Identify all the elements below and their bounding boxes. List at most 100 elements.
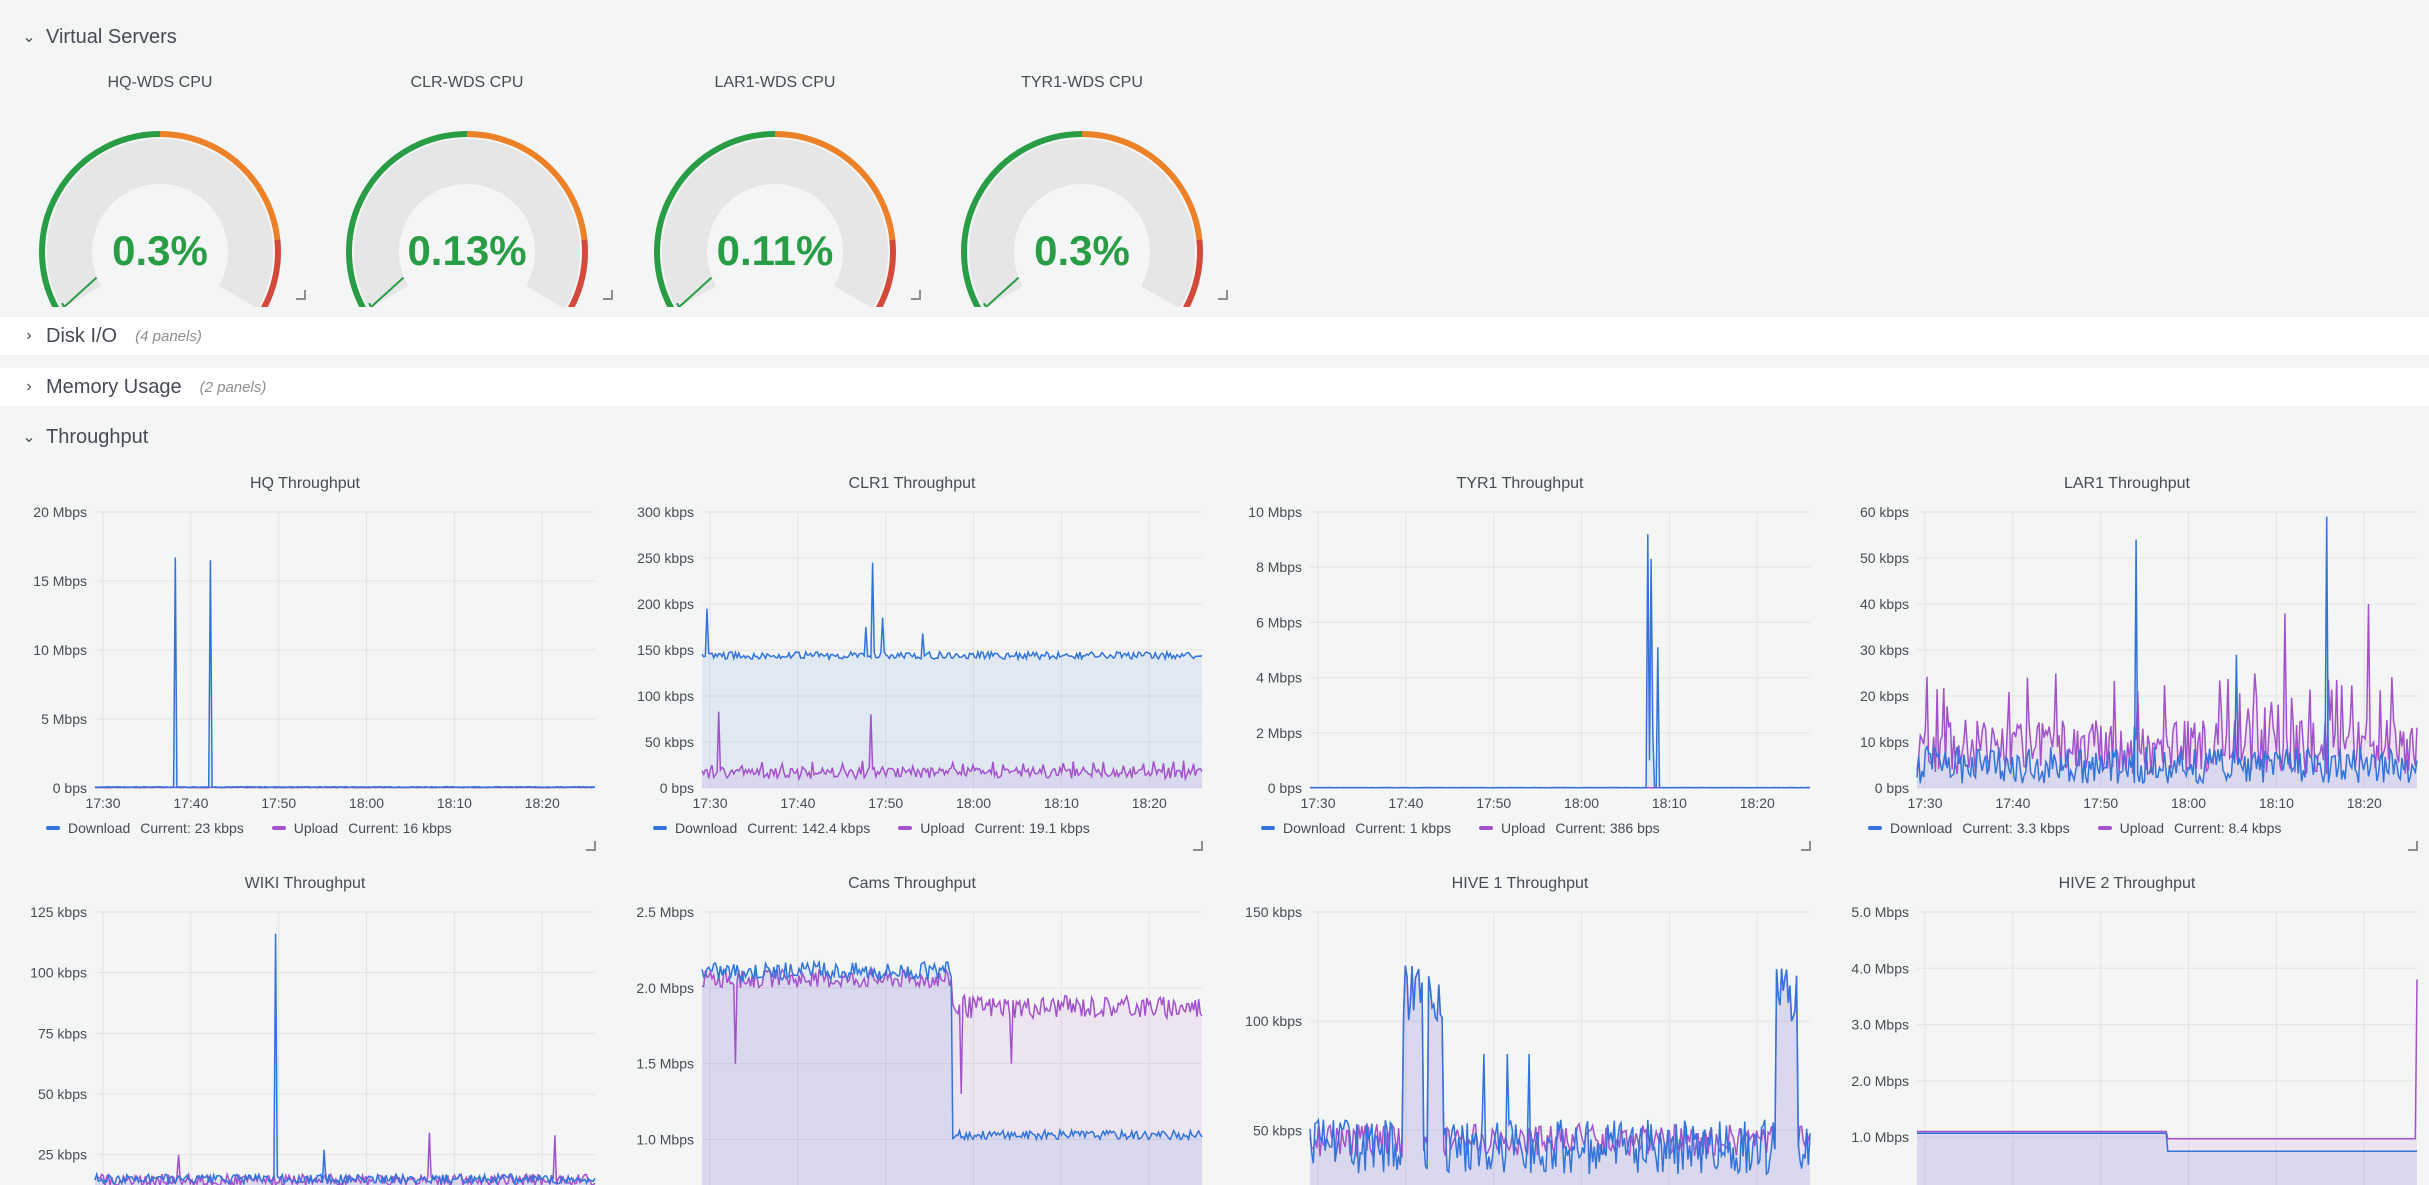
panel-title[interactable]: HIVE 1 Throughput — [1451, 875, 1589, 892]
legend-item-download[interactable]: Download Current: 3.3 kbps — [1868, 820, 2070, 836]
legend-swatch — [1868, 826, 1882, 830]
graph-svg[interactable]: 0 bps 10 kbps 20 kbps 30 kbps 40 kbps 50 kbps… — [1832, 463, 2422, 853]
graph-svg[interactable]: 0 bps 2 Mbps 4 Mbps 6 Mbps 8 Mbps 10 Mbps 17:3… — [1225, 463, 1815, 853]
row-panel-count: (2 panels) — [199, 378, 267, 396]
throughput-panel[interactable]: HIVE 2 Throughput 1.0 Mbps 2.0 Mbps 3.0 Mbp… — [1832, 863, 2422, 1185]
panel-title[interactable]: HIVE 2 Throughput — [2058, 875, 2196, 892]
row-disk-io[interactable]: › Disk I/O (4 panels) — [0, 317, 2429, 355]
chevron-right-icon[interactable]: › — [26, 378, 32, 395]
gauge-panel[interactable]: HQ-WDS CPU 0.3% — [10, 62, 310, 307]
panel-title[interactable]: TYR1-WDS CPU — [1021, 74, 1143, 91]
throughput-panel[interactable]: LAR1 Throughput 0 bps 10 kbps 20 kbps 30 kbp… — [1832, 463, 2422, 853]
y-tick-label: 8 Mbps — [1256, 559, 1302, 575]
row-throughput[interactable]: ⌄ Throughput — [0, 422, 2429, 452]
gauge-track — [354, 139, 580, 307]
resize-handle[interactable] — [586, 841, 596, 851]
gauge-value-arc — [61, 302, 66, 307]
resize-handle[interactable] — [1193, 841, 1203, 851]
y-tick-label: 100 kbps — [1245, 1013, 1302, 1029]
x-tick-label: 17:40 — [173, 795, 208, 811]
legend-item-upload[interactable]: Upload Current: 386 bps — [1478, 820, 1660, 836]
panel-title[interactable]: WIKI Throughput — [244, 875, 366, 892]
throughput-panel[interactable]: Cams Throughput 1.0 Mbps 1.5 Mbps 2.0 Mbps 2… — [617, 863, 1207, 1185]
panel-title[interactable]: HQ-WDS CPU — [107, 74, 213, 91]
resize-handle[interactable] — [296, 290, 306, 300]
y-tick-label: 150 kbps — [1245, 904, 1302, 920]
y-tick-label: 50 kbps — [645, 734, 694, 750]
gauge-panel[interactable]: TYR1-WDS CPU 0.3% — [932, 62, 1232, 307]
download-series-line — [701, 562, 1203, 662]
row-panel-count: (4 panels) — [135, 327, 202, 345]
gauge-panel[interactable]: CLR-WDS CPU 0.13% — [317, 62, 617, 307]
row-virtual-servers[interactable]: ⌄ Virtual Servers — [0, 22, 2429, 52]
y-tick-label: 1.0 Mbps — [1851, 1129, 1909, 1145]
throughput-panel[interactable]: TYR1 Throughput 0 bps 2 Mbps 4 Mbps 6 Mbps 8 … — [1225, 463, 1815, 853]
throughput-panel[interactable]: WIKI Throughput 25 kbps 50 kbps 75 kbps 100 … — [10, 863, 600, 1185]
graph-svg[interactable]: 1.0 Mbps 1.5 Mbps 2.0 Mbps 2.5 Mbps — [617, 863, 1207, 1185]
x-tick-label: 18:00 — [2171, 795, 2206, 811]
legend-item-download[interactable]: Download Current: 1 kbps — [1261, 820, 1451, 836]
chevron-right-icon[interactable]: › — [26, 327, 32, 344]
x-tick-label: 17:50 — [868, 795, 903, 811]
graph-legend: Download Current: 1 kbps Upload Current:… — [1261, 820, 1660, 836]
throughput-panel[interactable]: HIVE 1 Throughput 50 kbps 100 kbps 150 kbps — [1225, 863, 1815, 1185]
x-tick-label: 17:40 — [1995, 795, 2030, 811]
graph-svg[interactable]: 1.0 Mbps 2.0 Mbps 3.0 Mbps 4.0 Mbps 5.0 Mbps — [1832, 863, 2422, 1185]
legend-item-upload[interactable]: Upload Current: 16 kbps — [271, 820, 452, 836]
resize-handle[interactable] — [603, 290, 613, 300]
graph-svg[interactable]: 25 kbps 50 kbps 75 kbps 100 kbps 125 kbps — [10, 863, 600, 1185]
y-tick-label: 1.0 Mbps — [636, 1132, 694, 1148]
upload-series-area — [1917, 979, 2417, 1185]
panel-title[interactable]: TYR1 Throughput — [1456, 475, 1584, 492]
y-tick-label: 2.0 Mbps — [636, 980, 694, 996]
legend-item-download[interactable]: Download Current: 23 kbps — [46, 820, 244, 836]
download-series-area — [95, 933, 595, 1185]
panel-title[interactable]: CLR1 Throughput — [848, 475, 976, 492]
graph-svg[interactable]: 0 bps 5 Mbps 10 Mbps 15 Mbps 20 Mbps 17:30 17:… — [10, 463, 600, 853]
graph-svg[interactable]: 0 bps 50 kbps 100 kbps 150 kbps 200 kbps 250 … — [617, 463, 1207, 853]
chevron-down-icon[interactable]: ⌄ — [22, 29, 36, 46]
row-title: Virtual Servers — [46, 25, 177, 48]
chevron-down-icon[interactable]: ⌄ — [22, 429, 36, 446]
gauge-threshold-band — [774, 131, 896, 240]
gauge-value-marker — [677, 276, 713, 307]
legend-current: Current: 19.1 kbps — [974, 820, 1090, 836]
y-tick-label: 40 kbps — [1860, 596, 1909, 612]
panel-title[interactable]: Cams Throughput — [848, 875, 976, 892]
upload-series-line — [701, 711, 1203, 782]
legend-item-upload[interactable]: Upload Current: 19.1 kbps — [898, 820, 1090, 836]
graph-svg[interactable]: 50 kbps 100 kbps 150 kbps — [1225, 863, 1815, 1185]
gauge-panel[interactable]: LAR1-WDS CPU 0.11% — [625, 62, 925, 307]
legend-label: Download — [68, 820, 131, 836]
y-tick-label: 200 kbps — [637, 596, 694, 612]
x-tick-label: 18:20 — [1740, 795, 1775, 811]
legend-label: Upload — [293, 820, 339, 836]
y-tick-label: 5 Mbps — [41, 711, 87, 727]
legend-current: Current: 8.4 kbps — [2174, 820, 2282, 836]
y-tick-label: 250 kbps — [637, 550, 694, 566]
resize-handle[interactable] — [911, 290, 921, 300]
x-tick-label: 17:50 — [1476, 795, 1511, 811]
download-series-line — [1309, 534, 1810, 789]
gauge-threshold-band — [654, 131, 776, 307]
download-series-area — [702, 562, 1202, 788]
panel-title[interactable]: LAR1-WDS CPU — [714, 74, 836, 91]
x-tick-label: 18:10 — [1044, 795, 1079, 811]
row-memory-usage[interactable]: › Memory Usage (2 panels) — [0, 368, 2429, 406]
resize-handle[interactable] — [2408, 841, 2418, 851]
throughput-panel[interactable]: HQ Throughput 0 bps 5 Mbps 10 Mbps 15 Mbps 20… — [10, 463, 600, 853]
download-series-line — [94, 933, 596, 1185]
panel-title[interactable]: HQ Throughput — [250, 475, 360, 492]
gauge-value-marker — [369, 276, 405, 307]
throughput-panel[interactable]: CLR1 Throughput 0 bps 50 kbps 100 kbps 150 k… — [617, 463, 1207, 853]
legend-current: Current: 386 bps — [1555, 820, 1660, 836]
panel-title[interactable]: CLR-WDS CPU — [410, 74, 524, 91]
legend-label: Download — [1283, 820, 1346, 836]
legend-item-download[interactable]: Download Current: 142.4 kbps — [653, 820, 870, 836]
legend-item-upload[interactable]: Upload Current: 8.4 kbps — [2097, 820, 2282, 836]
y-tick-label: 50 kbps — [1253, 1122, 1302, 1138]
download-series-area — [1917, 1133, 2417, 1185]
panel-title[interactable]: LAR1 Throughput — [2063, 475, 2190, 492]
resize-handle[interactable] — [1218, 290, 1228, 300]
resize-handle[interactable] — [1801, 841, 1811, 851]
